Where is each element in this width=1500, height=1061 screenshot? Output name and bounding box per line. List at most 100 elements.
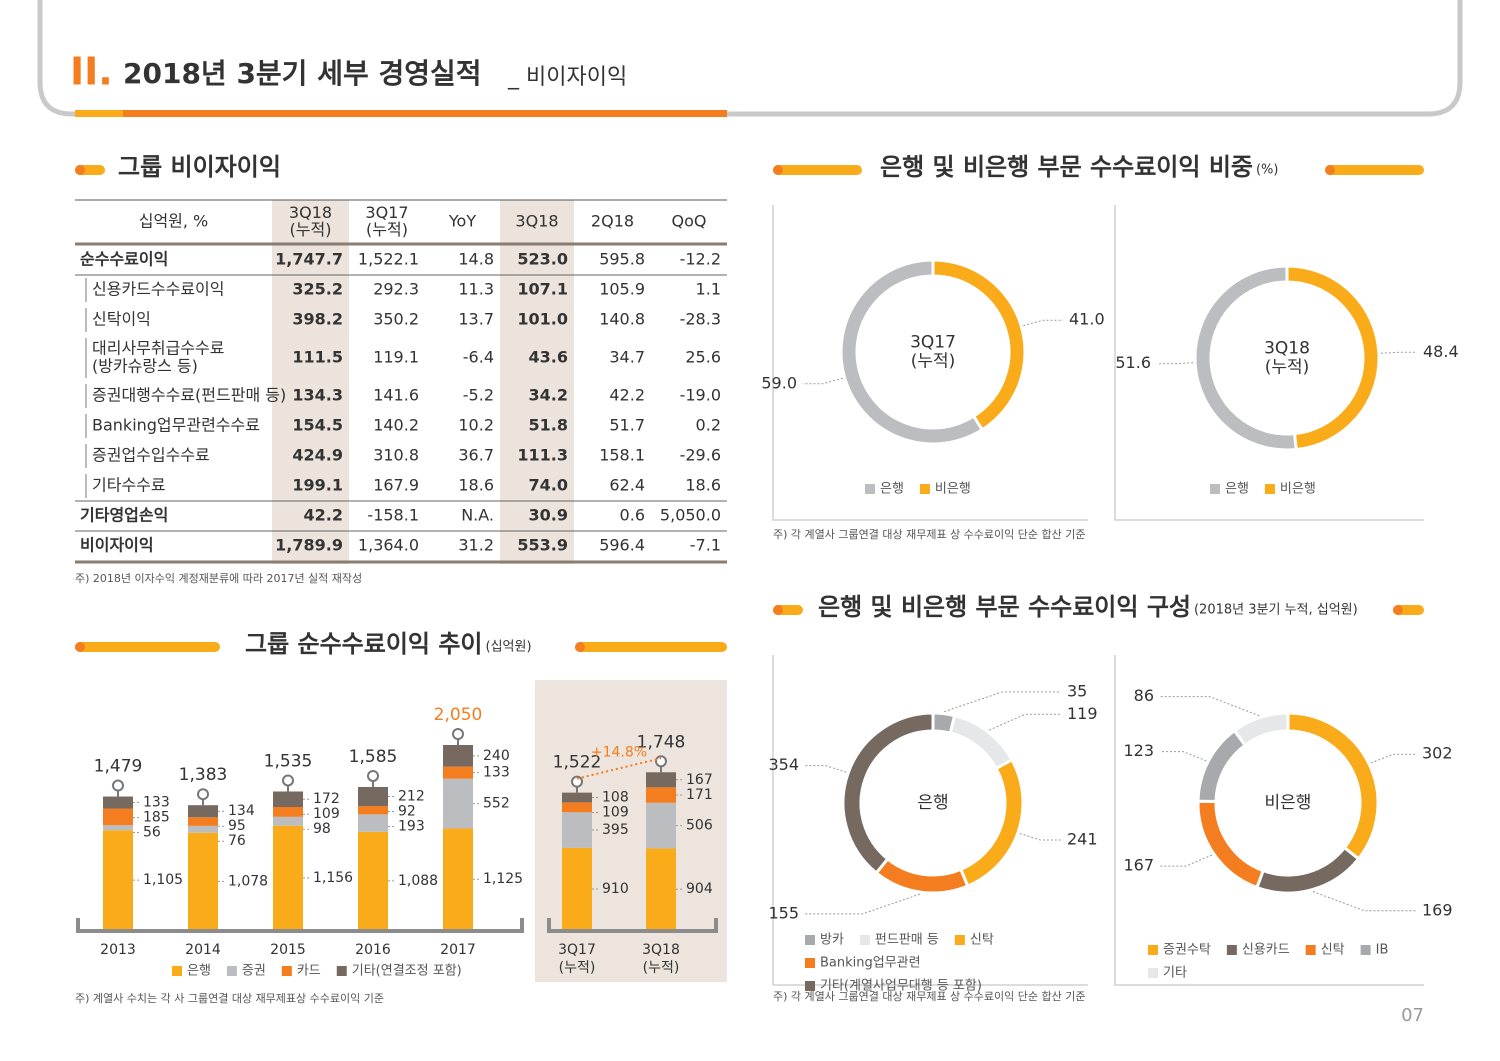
total-marker xyxy=(197,788,209,801)
heading-dot xyxy=(773,605,783,615)
label-leader xyxy=(805,893,921,915)
total-label: 1,522 xyxy=(553,753,602,773)
row-label: 신탁이익 xyxy=(92,310,151,329)
segment-label: 1,078 xyxy=(228,873,268,889)
cell: 34.7 xyxy=(609,348,645,367)
bar-segment xyxy=(103,830,133,930)
section-note: 주) 각 계열사 그룹연결 대상 재무제표 상 수수료이익 단순 합산 기준 xyxy=(773,528,1086,541)
bar-segment xyxy=(562,792,592,803)
total-label: 1,479 xyxy=(94,757,143,777)
cell: 350.2 xyxy=(373,310,419,329)
row-label: 증권대행수수료(펀드판매 등) xyxy=(92,386,286,405)
column-header: 2Q18 xyxy=(591,212,634,231)
segment-label: 185 xyxy=(143,810,170,826)
cell: 140.2 xyxy=(373,416,419,435)
legend-swatch xyxy=(805,958,815,968)
panel-frame xyxy=(772,655,1088,986)
cell: 141.6 xyxy=(373,386,419,405)
bar-segment xyxy=(188,825,218,833)
header-frame xyxy=(37,0,1463,117)
segment-label: 134 xyxy=(228,803,255,819)
label-leader xyxy=(1370,753,1416,764)
value-label: 35 xyxy=(1067,681,1087,700)
bar-segment xyxy=(443,828,473,930)
legend-label: 신용카드 xyxy=(1242,943,1290,958)
x-tick-label: 2016 xyxy=(355,942,391,958)
row-label: (방카슈랑스 등) xyxy=(92,357,198,376)
label-leader xyxy=(1160,751,1207,762)
value-label: 169 xyxy=(1422,900,1453,919)
column-header: 3Q17 xyxy=(365,203,408,222)
row-label: 대리사무취급수수료 xyxy=(92,339,224,358)
legend-label: 은행 xyxy=(1225,481,1249,497)
cell: -28.3 xyxy=(680,310,721,329)
cell: 5,050.0 xyxy=(660,506,721,525)
segment-label: 133 xyxy=(143,795,170,811)
label-leader xyxy=(1160,696,1260,717)
cell: 51.8 xyxy=(529,416,568,435)
bar-segment xyxy=(646,848,676,930)
segment-label: 1,088 xyxy=(398,873,438,889)
total-label: 1,585 xyxy=(349,747,398,767)
bar-segment xyxy=(646,787,676,803)
bar-segment xyxy=(562,812,592,848)
legend-swatch xyxy=(336,966,347,976)
segment-label: 240 xyxy=(483,748,510,764)
cell: 42.2 xyxy=(304,506,343,525)
bar-segment xyxy=(188,817,218,826)
value-label: 167 xyxy=(1123,856,1154,875)
cell: 0.2 xyxy=(696,416,721,435)
segment-label: 193 xyxy=(398,819,425,835)
donut-segment xyxy=(874,856,970,895)
cell: 11.3 xyxy=(458,280,494,299)
bar-segment xyxy=(358,786,388,807)
legend-swatch xyxy=(1210,484,1220,494)
section-unit: (2018년 3분기 누적, 십억원) xyxy=(1194,603,1358,618)
page-title: 2018년 3분기 세부 경영실적 xyxy=(123,57,482,90)
value-label: 354 xyxy=(768,755,799,774)
bar-segment xyxy=(273,816,303,826)
donut-segment xyxy=(1196,728,1248,804)
donut-segment xyxy=(841,711,935,876)
page-number: 07 xyxy=(1401,1005,1424,1026)
cell: -7.1 xyxy=(690,536,721,555)
total-marker xyxy=(282,774,294,787)
segment-label: 98 xyxy=(313,821,331,837)
cell: 1,522.1 xyxy=(358,250,419,269)
bar-segment xyxy=(273,791,303,807)
panel-frame xyxy=(1114,655,1424,986)
cell: 18.6 xyxy=(458,476,494,495)
x-tick-label: 2013 xyxy=(100,942,136,958)
legend-label: 기타 xyxy=(1163,966,1187,981)
column-header: QoQ xyxy=(672,212,707,231)
donut-segment xyxy=(1196,799,1266,890)
growth-label: +14.8% xyxy=(591,744,647,760)
section-note: 주) 각 계열사 그룹연결 대상 재무제표 상 수수료이익 단순 합산 기준 xyxy=(773,990,1086,1003)
legend-swatch xyxy=(1226,945,1237,955)
cell: 1,789.9 xyxy=(275,536,343,555)
row-label: 기타수수료 xyxy=(92,476,166,495)
cell: 25.6 xyxy=(685,348,721,367)
cell: 31.2 xyxy=(458,536,494,555)
cell: 595.8 xyxy=(599,250,645,269)
section-unit: (%) xyxy=(1256,163,1279,178)
section-title: 은행 및 비은행 부문 수수료이익 비중 xyxy=(880,153,1253,181)
section-title: 그룹 순수수료이익 추이 xyxy=(245,630,483,658)
panel-frame xyxy=(772,205,1088,521)
cell: -19.0 xyxy=(680,386,721,405)
row-label: 신용카드수수료이익 xyxy=(92,280,224,299)
bar-segment xyxy=(646,802,676,849)
cell: 30.9 xyxy=(529,506,568,525)
cell: 107.1 xyxy=(517,280,568,299)
cell: 0.6 xyxy=(620,506,645,525)
bar-segment xyxy=(562,847,592,930)
value-label: 41.0 xyxy=(1069,310,1105,329)
bar-segment xyxy=(188,805,218,818)
cell: 596.4 xyxy=(599,536,645,555)
legend-label: 비은행 xyxy=(935,481,971,497)
x-tick-label: 3Q18 xyxy=(642,942,680,958)
segment-label: 1,156 xyxy=(313,870,353,886)
section-unit: (십억원) xyxy=(486,640,532,655)
total-label: 1,535 xyxy=(264,751,313,771)
cell: 74.0 xyxy=(529,476,568,495)
